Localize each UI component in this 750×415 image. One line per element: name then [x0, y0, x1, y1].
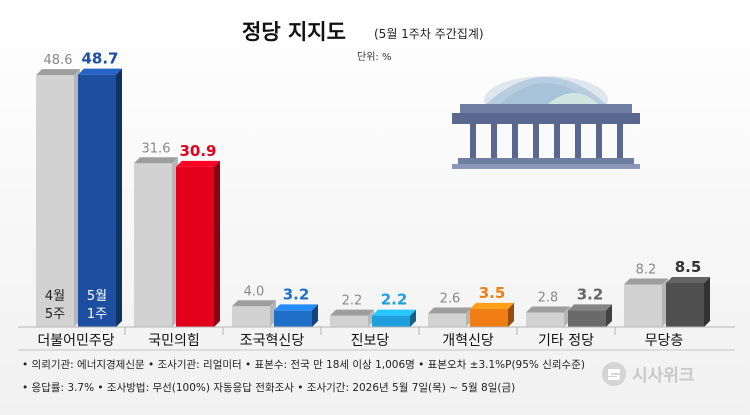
footer-line-2: • 응답률: 3.7% • 조사방법: 무선(100%) 자동응답 전화조사 •… — [22, 381, 515, 394]
bar-cur-top — [568, 304, 612, 311]
bar-prev — [134, 157, 178, 327]
bar-prev — [428, 307, 472, 327]
bar-prev-face — [232, 306, 270, 327]
chart-title: 정당 지지도 — [242, 20, 346, 44]
data-label-cur: 48.7 — [81, 50, 118, 68]
bar-prev-top — [624, 278, 668, 285]
bar-group: 48.6 48.7 더불어민주당 4월 5주 5월 1주 31.6 30.9 국민의힘 4.0 3.2… — [36, 50, 710, 349]
data-label-prev: 2.6 — [440, 292, 461, 307]
bar-prev-side — [368, 309, 374, 327]
logo-mark-icon — [602, 362, 626, 386]
bar-cur-face — [372, 315, 410, 327]
bar-prev-top — [526, 306, 570, 313]
category-label: 조국혁신당 — [240, 333, 305, 349]
data-label-prev: 8.2 — [636, 263, 657, 278]
footer-line-1: • 의뢰기관: 에너지경제신문 • 조사기관: 리얼미터 • 표본수: 전국 만… — [22, 358, 585, 371]
bar-prev — [624, 278, 668, 327]
bar-prev-face — [36, 75, 74, 327]
data-label-cur: 3.2 — [577, 285, 604, 303]
bar-prev — [526, 306, 570, 327]
legend-cur-line1: 5월 — [87, 289, 107, 304]
category-label: 진보당 — [351, 333, 390, 349]
bar-cur-side — [704, 276, 710, 327]
data-label-prev: 2.2 — [342, 294, 363, 309]
bar-prev — [36, 69, 80, 327]
category-separators — [124, 327, 616, 335]
bar-cur — [78, 68, 122, 328]
bar-prev-face — [330, 315, 368, 327]
bar-cur — [470, 302, 514, 327]
data-label-prev: 48.6 — [44, 53, 73, 68]
bar-cur-face — [666, 282, 704, 327]
bar-cur-side — [312, 304, 318, 327]
chart-subtitle: (5월 1주차 주간집계) — [374, 27, 484, 41]
legend-prev-line2: 5주 — [45, 307, 65, 322]
bar-cur-face — [274, 310, 312, 327]
bar-cur — [274, 304, 318, 327]
sisaweek-logo: 시사위크 — [602, 362, 695, 386]
bar-cur-top — [274, 304, 318, 311]
category-label: 기타 정당 — [538, 333, 594, 349]
bar-cur-face — [78, 74, 116, 328]
bar-prev — [330, 309, 374, 327]
data-label-prev: 2.8 — [538, 290, 559, 305]
unit-label: 단위: % — [357, 50, 391, 63]
category-label: 국민의힘 — [148, 333, 200, 349]
bar-cur — [568, 304, 612, 327]
data-label-cur: 2.2 — [381, 291, 408, 309]
bar-prev-top — [232, 300, 276, 307]
bar-cur-side — [116, 68, 122, 328]
national-assembly-icon — [452, 76, 640, 169]
bar-cur-top — [666, 276, 710, 283]
bar-cur-side — [214, 160, 220, 327]
bar-cur-side — [410, 309, 416, 327]
bar-cur — [372, 309, 416, 327]
bar-cur-top — [78, 68, 122, 75]
bar-cur-face — [568, 310, 606, 327]
category-label: 개혁신당 — [442, 333, 494, 349]
bar-cur-side — [606, 304, 612, 327]
data-label-prev: 4.0 — [244, 284, 265, 299]
bar-prev-face — [624, 284, 662, 327]
bar-cur-side — [508, 302, 514, 327]
data-label-prev: 31.6 — [142, 141, 171, 156]
bar-prev-face — [428, 313, 466, 327]
logo-glyph-icon — [608, 369, 620, 380]
bar-cur-top — [470, 302, 514, 309]
bar-cur-top — [176, 160, 220, 167]
bar-cur — [176, 160, 220, 327]
bar-cur-face — [470, 308, 508, 327]
data-label-cur: 3.2 — [283, 285, 310, 303]
data-label-cur: 8.5 — [675, 258, 702, 276]
bar-cur — [666, 276, 710, 327]
bar-prev-face — [134, 163, 172, 327]
data-label-cur: 3.5 — [479, 284, 506, 302]
bar-prev-top — [330, 309, 374, 316]
legend-prev-line1: 4월 — [45, 289, 65, 304]
legend-cur-line2: 1주 — [87, 307, 107, 322]
category-label: 더불어민주당 — [37, 333, 114, 349]
bar-prev — [232, 300, 276, 327]
bar-cur-face — [176, 166, 214, 327]
data-label-cur: 30.9 — [179, 142, 216, 160]
bar-prev-face — [526, 312, 564, 327]
bar-prev-top — [134, 157, 178, 164]
bar-cur-top — [372, 309, 416, 316]
bar-prev-top — [428, 307, 472, 314]
logo-text: 시사위크 — [632, 366, 695, 386]
bar-prev-top — [36, 69, 80, 76]
category-label: 무당층 — [645, 333, 684, 349]
